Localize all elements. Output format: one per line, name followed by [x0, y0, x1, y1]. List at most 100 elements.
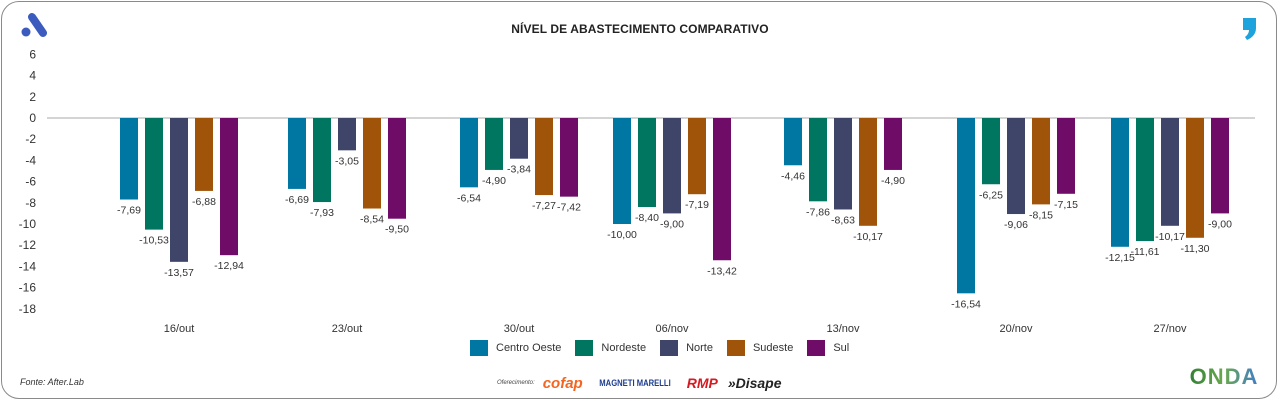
legend-label: Sul	[833, 342, 850, 354]
bar-nordeste	[809, 118, 827, 202]
legend-item: Centro Oeste	[470, 340, 561, 356]
legend-item: Sul	[807, 340, 849, 356]
data-label: -12,15	[1105, 252, 1135, 264]
data-label: -7,93	[310, 207, 334, 219]
bar-centro-oeste	[288, 118, 306, 189]
data-label: -7,15	[1054, 199, 1078, 211]
y-tick-label: 0	[29, 111, 36, 125]
y-tick-label: 2	[29, 90, 36, 104]
data-label: -6,25	[979, 189, 1003, 201]
bar-norte	[1161, 118, 1179, 226]
data-label: -10,00	[607, 229, 637, 241]
onda-logo: ONDA	[1186, 366, 1262, 392]
chart-legend: Centro Oeste Nordeste Norte Sudeste Sul	[470, 340, 863, 356]
bar-norte	[338, 118, 356, 151]
data-label: -9,00	[660, 218, 684, 230]
bar-nordeste	[638, 118, 656, 208]
source-note: Fonte: After.Lab	[20, 377, 84, 387]
sponsors-bar: Oferecimento: cofap MAGNETI MARELLI RMP …	[497, 372, 782, 394]
legend-label: Nordeste	[601, 342, 647, 354]
bar-sul	[388, 118, 406, 219]
y-tick-label: -16	[19, 281, 37, 295]
brand-a-logo-icon	[21, 13, 47, 37]
bar-sudeste	[688, 118, 706, 195]
data-label: -12,94	[214, 260, 244, 272]
chart-title: NÍVEL DE ABASTECIMENTO COMPARATIVO	[511, 22, 769, 36]
sponsor-logo-disape: »Disape	[727, 375, 782, 391]
bar-sul	[1211, 118, 1229, 214]
bar-sul	[560, 118, 578, 197]
data-label: -6,54	[457, 192, 481, 204]
bar-norte	[834, 118, 852, 210]
data-label: -8,15	[1029, 209, 1053, 221]
x-category-label: 16/out	[164, 323, 195, 335]
y-tick-label: -10	[19, 217, 37, 231]
data-label: -7,69	[117, 205, 141, 217]
data-label: -13,42	[707, 265, 737, 277]
quote-mark-icon	[1243, 18, 1256, 40]
data-label: -11,30	[1181, 243, 1210, 255]
y-tick-label: -18	[19, 302, 37, 316]
sponsor-logo-cofap: cofap	[542, 374, 583, 392]
data-label: -9,06	[1004, 219, 1028, 231]
x-category-label: 23/out	[332, 323, 363, 335]
data-label: -7,86	[806, 206, 830, 218]
legend-label: Centro Oeste	[496, 342, 562, 354]
legend-label: Norte	[686, 342, 713, 354]
data-label: -7,27	[532, 200, 556, 212]
y-tick-label: -12	[19, 238, 37, 252]
bar-centro-oeste	[460, 118, 478, 188]
y-tick-label: -2	[25, 132, 36, 146]
data-label: -3,05	[335, 155, 359, 167]
legend-swatch	[807, 340, 826, 356]
legend-swatch	[660, 340, 679, 356]
bar-sudeste	[1032, 118, 1050, 205]
y-tick-label: 6	[29, 47, 36, 61]
x-category-label: 30/out	[504, 323, 535, 335]
legend-swatch	[470, 340, 488, 356]
data-label: -4,46	[781, 170, 805, 182]
data-label: -10,17	[853, 231, 883, 243]
bar-nordeste	[485, 118, 503, 170]
legend-item: Sudeste	[726, 340, 794, 356]
x-category-label: 13/nov	[826, 323, 860, 335]
legend-item: Norte	[660, 340, 713, 356]
data-label: -13,57	[164, 267, 194, 279]
legend-swatch	[575, 340, 594, 356]
bar-sul	[220, 118, 238, 256]
data-label: -7,19	[685, 199, 709, 211]
y-tick-label: -8	[25, 196, 36, 210]
y-tick-label: -4	[25, 153, 36, 167]
bar-sul	[884, 118, 902, 170]
data-label: -4,90	[482, 175, 506, 187]
onda-logo-word: ONDA	[1186, 366, 1262, 388]
bar-centro-oeste	[957, 118, 975, 294]
bar-chart: 6 4 2 0 -2 -4 -6 -8 -10 -12 -14 -16 -18 -7,69 -10,53 -1…	[19, 47, 1255, 335]
data-label: -4,90	[881, 175, 905, 187]
bar-nordeste	[1136, 118, 1154, 242]
legend-swatch	[726, 340, 745, 356]
data-label: -3,84	[507, 164, 531, 176]
y-tick-label: -14	[19, 259, 37, 273]
data-label: -10,17	[1155, 231, 1185, 243]
data-label: -6,69	[285, 194, 309, 206]
data-label: -11,61	[1131, 246, 1160, 258]
legend-label: Sudeste	[752, 342, 794, 354]
y-tick-label: -6	[25, 175, 36, 189]
bar-norte	[510, 118, 528, 159]
x-category-label: 06/nov	[655, 323, 689, 335]
sponsor-label: Oferecimento:	[497, 380, 535, 386]
x-category-label: 20/nov	[999, 323, 1033, 335]
bar-centro-oeste	[613, 118, 631, 224]
bar-norte	[663, 118, 681, 214]
sponsor-logo-magneti-marelli: MAGNETI MARELLI	[599, 377, 671, 388]
bar-sudeste	[1186, 118, 1204, 238]
bar-centro-oeste	[120, 118, 138, 200]
sponsor-logo-rmp: RMP	[686, 375, 718, 391]
legend-item: Nordeste	[575, 340, 646, 356]
bar-sul	[713, 118, 731, 261]
data-label: -10,53	[139, 235, 169, 247]
y-tick-label: 4	[29, 69, 36, 83]
data-label: -9,50	[385, 224, 409, 236]
